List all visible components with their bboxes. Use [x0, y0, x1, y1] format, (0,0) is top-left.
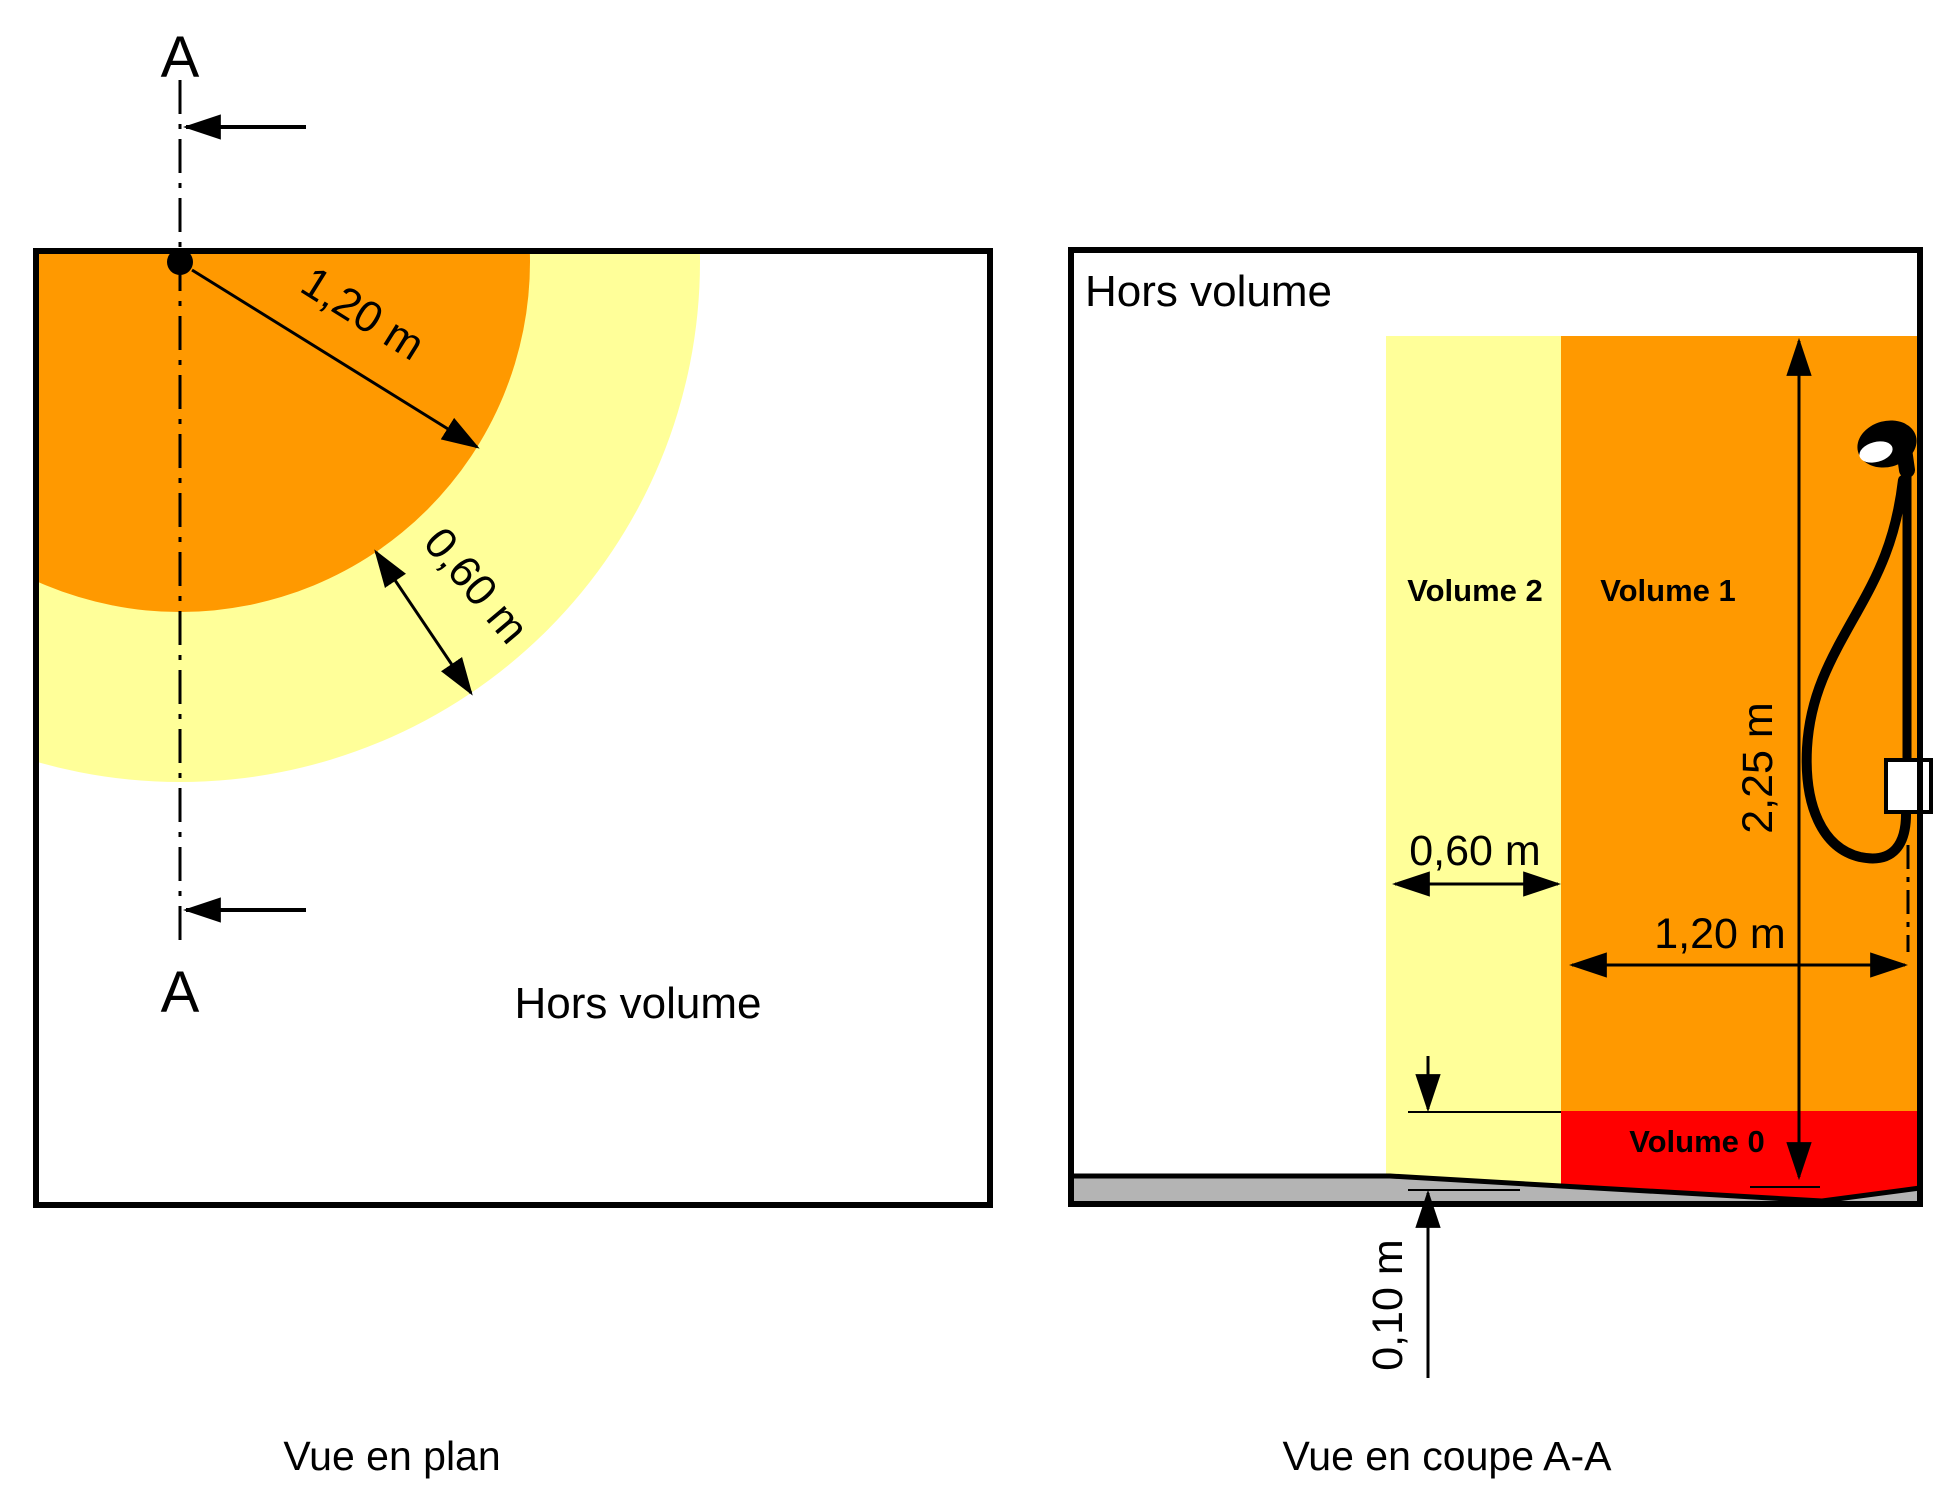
- radius-dimension-arrow: [191, 268, 480, 449]
- band-dimension-arrow: [374, 549, 473, 696]
- section-caption: Vue en coupe A-A: [1282, 1433, 1612, 1479]
- volume1-label: Volume 1: [1600, 573, 1736, 608]
- volume2-label: Volume 2: [1407, 573, 1543, 608]
- section-room-outline: [1068, 247, 1923, 1207]
- section-view: 0,10 m 2,25 m 0,60 m 1,20 m Volume 2 Vol…: [1068, 247, 1933, 1479]
- volume2-width-label: 0,60 m: [1409, 827, 1540, 875]
- section-label-bottom: A: [161, 960, 200, 1025]
- shower-head-neck: [1895, 434, 1915, 478]
- volume0-label: Volume 0: [1629, 1124, 1765, 1159]
- volume1-zone-plan: [39, 254, 530, 612]
- shower-hose: [1801, 475, 1912, 864]
- volume1-column: [1561, 336, 1920, 1111]
- volume0-zone: [1561, 1111, 1920, 1201]
- plan-room-outline: [33, 248, 993, 1208]
- plan-caption: Vue en plan: [283, 1433, 500, 1479]
- volume1-width-label: 1,20 m: [1654, 910, 1785, 958]
- hors-volume-label-plan: Hors volume: [515, 979, 762, 1028]
- plan-view: 1,20 m 0,60 m A A Hors volume Vue en pla…: [33, 25, 993, 1479]
- shower-position-dot: [167, 249, 193, 275]
- floor-height-label: 0,10 m: [1364, 1239, 1412, 1370]
- shower-head-opening: [1859, 441, 1893, 463]
- hors-volume-label-section: Hors volume: [1085, 267, 1332, 316]
- shower-handset-holder: [1884, 758, 1933, 814]
- volume2-column: [1386, 336, 1561, 1190]
- section-label-top: A: [161, 25, 200, 90]
- height-dimension-label: 2,25 m: [1734, 702, 1782, 833]
- shower-fixture: [1801, 420, 1933, 864]
- floor-surface-line: [1074, 1173, 1921, 1204]
